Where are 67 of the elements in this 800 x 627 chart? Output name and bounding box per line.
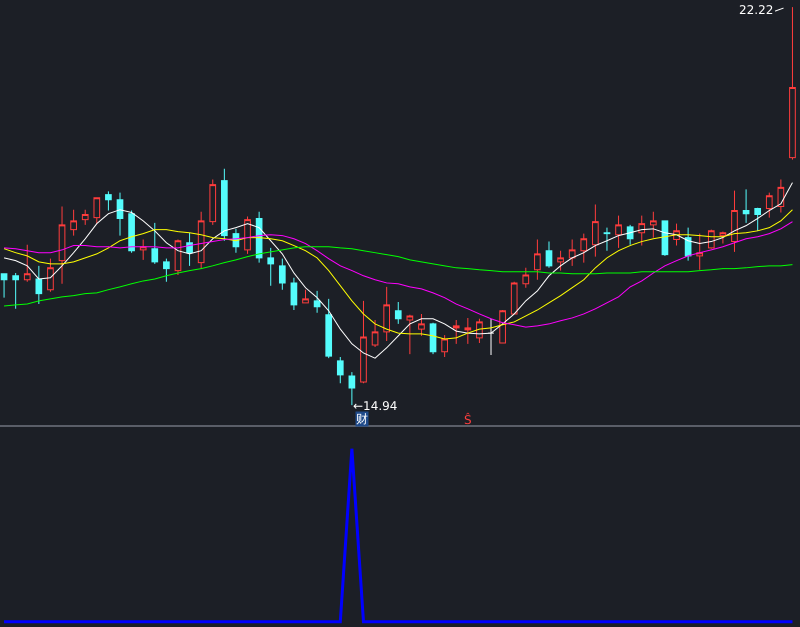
candlestick — [684, 227, 692, 262]
candlestick — [568, 239, 576, 266]
candlestick — [163, 258, 170, 282]
candlestick — [406, 314, 414, 355]
candlestick — [778, 178, 784, 213]
candlestick — [336, 356, 344, 384]
candlestick — [105, 190, 112, 212]
candlestick — [789, 6, 796, 160]
candlestick — [452, 319, 460, 344]
candlestick — [522, 267, 530, 288]
annotation: ←14.94 — [353, 399, 398, 413]
candlestick — [742, 188, 750, 224]
candlestick — [267, 247, 274, 286]
candlestick — [626, 224, 634, 246]
text: Ŝ — [464, 412, 472, 427]
candlestick — [580, 233, 588, 264]
candlestick — [93, 197, 100, 224]
candlestick — [12, 272, 19, 310]
candlestick — [615, 215, 622, 248]
candlestick — [418, 313, 425, 336]
candlestick — [151, 222, 158, 264]
candlestick — [302, 289, 309, 304]
candlestick — [70, 209, 77, 236]
candlestick — [394, 302, 402, 324]
candlestick — [766, 192, 773, 218]
candlestick — [325, 298, 332, 359]
candlestick — [383, 286, 390, 342]
candlestick — [592, 204, 599, 258]
candlestick — [372, 319, 378, 348]
candlestick — [360, 300, 367, 384]
candlestick — [662, 220, 668, 256]
candlestick — [534, 239, 541, 280]
candlestick — [348, 372, 356, 406]
text: 财 — [356, 412, 368, 426]
candlestick — [604, 227, 610, 252]
candlestick — [186, 232, 193, 266]
annotation: 22.22 — [739, 3, 774, 17]
candlestick — [510, 281, 518, 314]
candlestick — [290, 277, 298, 310]
candlestick — [441, 334, 448, 358]
candlestick — [650, 211, 657, 238]
candlestick — [221, 168, 228, 242]
candlestick — [696, 233, 704, 270]
candlestick — [244, 216, 251, 254]
candlestick — [546, 241, 552, 268]
candlestick — [116, 192, 124, 236]
candlestick — [720, 231, 726, 244]
candlestick — [82, 209, 89, 226]
candlestick — [278, 258, 286, 290]
candlestick — [464, 317, 472, 344]
candlestick — [488, 318, 494, 356]
candlestick — [638, 215, 646, 246]
candlestick — [209, 178, 216, 226]
candlestick — [557, 250, 564, 272]
candlestick — [174, 239, 182, 276]
candlestick — [128, 210, 135, 254]
candlestick — [47, 258, 54, 292]
candlestick — [140, 239, 147, 260]
candlestick — [754, 207, 762, 232]
candlestick — [198, 211, 204, 270]
candlestick — [731, 190, 738, 252]
candlestick — [314, 290, 320, 314]
candlestick — [430, 322, 436, 355]
candlestick — [58, 206, 66, 284]
candlestick — [0, 273, 8, 298]
candlestick — [36, 265, 42, 305]
candlestick — [24, 244, 31, 282]
